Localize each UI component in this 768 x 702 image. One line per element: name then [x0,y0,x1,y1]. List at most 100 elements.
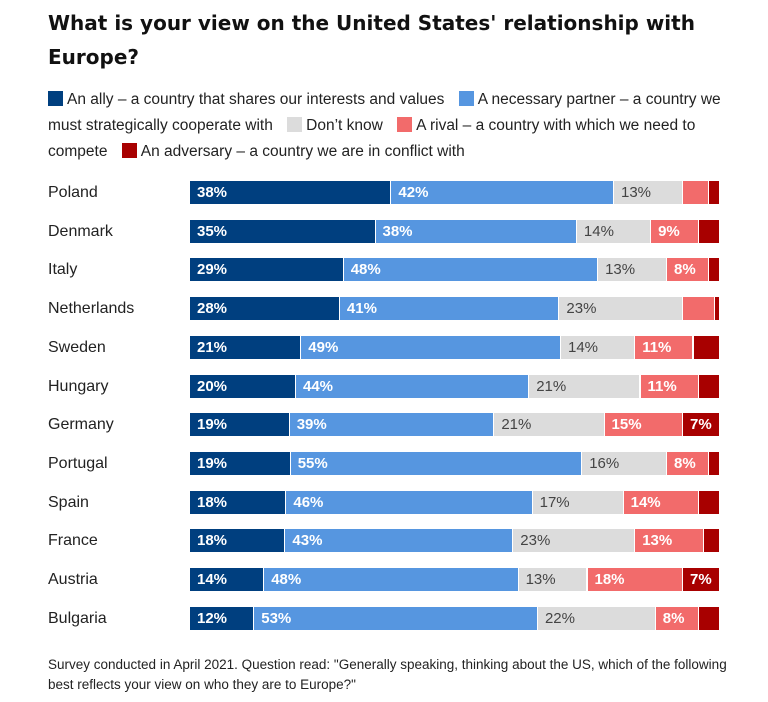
bar-segment: 44% [296,374,530,398]
bar-segment [709,451,720,475]
category-label: Italy [48,261,78,279]
category-label: Poland [48,184,98,201]
data-label: 13% [605,261,636,279]
data-label: 42% [398,184,429,201]
bar-segment: 14% [561,335,636,359]
bar-row: 21% 49% 14% 11% [190,335,720,359]
category-label: Denmark [48,222,113,240]
data-label: 11% [647,377,677,395]
data-label: 14% [568,338,599,356]
bar-segment: 35% [190,219,376,243]
bar-segment: 12% [190,606,255,630]
bar-segment: 22% [537,606,656,630]
bar-segment: 55% [290,451,583,475]
data-label: 21% [501,416,532,434]
bar-row: 14% 48% 13% 18% 7% [190,568,720,591]
bar-segment: 14% [623,490,699,514]
bar-segment: 8% [655,606,699,630]
bar-segment: 21% [529,374,641,398]
bar-segment [714,297,720,321]
bar-segment [698,219,720,243]
bar-segment: 17% [532,490,624,514]
data-label: 18% [197,493,228,511]
data-label: 19% [197,416,228,434]
data-label: 8% [662,609,685,627]
bar-segment: 14% [576,219,652,243]
data-label: 53% [261,609,292,627]
bar-segment [698,374,720,398]
bar-segment: 42% [391,181,614,204]
bar-row: 20% 44% 21% 11% [190,374,720,398]
bar-segment [704,529,720,553]
bar-segment: 19% [190,451,291,475]
bar-segment: 8% [667,258,710,282]
bar-segment: 53% [254,606,538,630]
bar-segment: 13% [518,568,588,591]
data-label: 46% [293,493,324,511]
bar-segment: 13% [635,529,705,553]
bar-segment: 28% [190,297,340,321]
data-label: 20% [197,377,228,395]
footnote: Survey conducted in April 2021. Question… [48,657,727,692]
data-label: 23% [566,300,597,318]
bar-segment [709,258,720,282]
legend-item-rival: A rival – a country with which we need t… [48,117,695,160]
bar-segment: 48% [343,258,599,282]
legend-item-ally: An ally – a country that shares our inte… [48,91,444,108]
category-label: Germany [48,416,114,434]
data-label: 38% [382,222,413,240]
data-label: 23% [520,532,551,550]
bar-segment: 8% [667,451,710,475]
bar-segment: 11% [635,335,694,359]
bar-row: 19% 55% 16% 8% [190,451,720,475]
bar-row: 38% 42% 13% [190,181,720,204]
category-label: Netherlands [48,300,135,318]
legend-swatch-ally [48,91,63,106]
bar-row: 18% 43% 23% 13% [190,529,720,553]
legend-swatch-dont-know [287,117,303,132]
data-label: 21% [536,377,567,395]
category-label: Bulgaria [48,609,107,627]
data-label: 55% [297,454,328,472]
legend: An ally – a country that shares our inte… [48,87,738,165]
data-label: 38% [197,184,228,201]
category-label: France [48,532,98,550]
data-label: 22% [544,609,575,627]
bar-segment: 39% [289,413,495,437]
data-label: 13% [525,571,556,588]
bar-segment: 9% [651,219,699,243]
bar-segment: 18% [587,568,683,591]
data-label: 7% [689,571,712,588]
legend-swatch-adversary [121,143,137,158]
bar-segment: 20% [190,374,296,398]
data-label: 39% [296,416,327,434]
bar-segment: 23% [513,529,636,553]
bar-segment: 13% [614,181,683,204]
bar-segment: 38% [375,219,577,243]
legend-label-rival: A rival – a country with which we need t… [48,117,696,160]
legend-swatch-rival [397,117,413,132]
bar-row: 29% 48% 13% 8% [190,258,720,282]
data-label: 12% [197,609,228,627]
category-label: Hungary [48,377,109,395]
data-label: 14% [630,493,661,511]
bar-segment: 48% [264,568,519,591]
legend-label-partner: A necessary partner – a country we must … [48,91,721,134]
legend-item-dont-know: Don’t know [287,117,383,134]
bar-segment: 21% [494,413,605,437]
data-label: 43% [292,532,323,550]
legend-swatch-partner [458,91,474,106]
bar-row: 12% 53% 22% 8% [190,606,720,630]
bar-segment: 23% [559,297,683,321]
bar-segment: 43% [285,529,514,553]
data-label: 21% [197,338,228,356]
bar-segment [682,297,715,321]
data-label: 41% [346,300,377,318]
bar-segment [698,490,720,514]
category-label: Sweden [48,338,106,356]
bar-segment: 11% [640,374,699,398]
bar-segment [698,606,720,630]
bar-row: 35% 38% 14% 9% [190,219,720,243]
bar-segment: 21% [190,335,302,359]
legend-item-partner: A necessary partner – a country we must … [48,91,721,134]
